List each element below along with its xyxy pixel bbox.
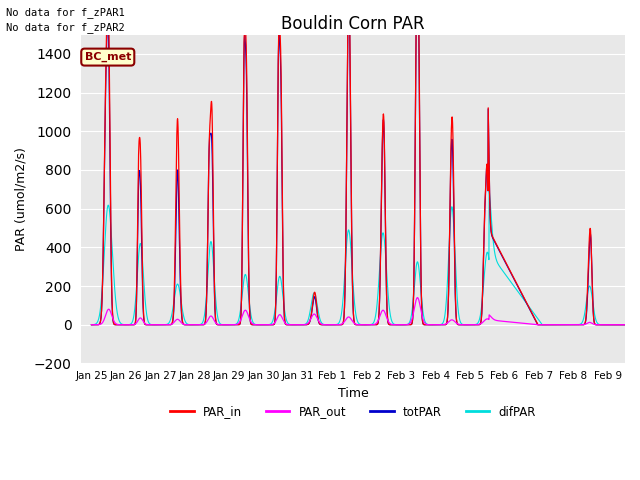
Legend: PAR_in, PAR_out, totPAR, difPAR: PAR_in, PAR_out, totPAR, difPAR (165, 401, 541, 423)
Text: No data for f_zPAR1: No data for f_zPAR1 (6, 7, 125, 18)
X-axis label: Time: Time (338, 386, 369, 399)
Y-axis label: PAR (umol/m2/s): PAR (umol/m2/s) (15, 147, 28, 251)
Title: Bouldin Corn PAR: Bouldin Corn PAR (281, 15, 425, 33)
Text: No data for f_zPAR2: No data for f_zPAR2 (6, 22, 125, 33)
Text: BC_met: BC_met (84, 52, 131, 62)
